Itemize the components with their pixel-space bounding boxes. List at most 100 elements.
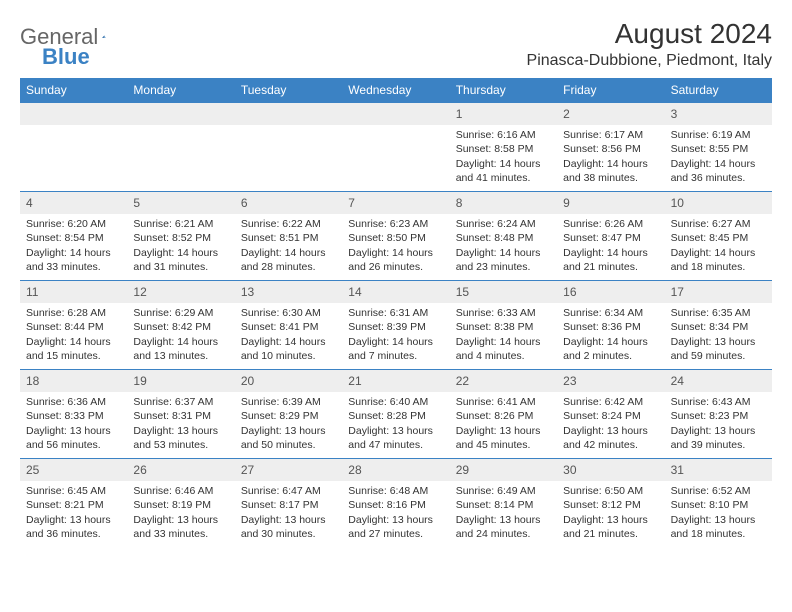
brand-part2: Blue	[42, 44, 90, 70]
day-number: 14	[342, 281, 449, 303]
day-cell: 10 Sunrise: 6:27 AMSunset: 8:45 PMDayligh…	[665, 192, 772, 280]
day-number: 11	[20, 281, 127, 303]
day-body: Sunrise: 6:47 AMSunset: 8:17 PMDaylight:…	[235, 481, 342, 545]
sunrise-text: Sunrise: 6:43 AM	[671, 395, 766, 409]
sunrise-text: Sunrise: 6:41 AM	[456, 395, 551, 409]
day-cell	[127, 103, 234, 191]
day-number: 8	[450, 192, 557, 214]
day-cell: 25Sunrise: 6:45 AMSunset: 8:21 PMDayligh…	[20, 459, 127, 547]
sunrise-text: Sunrise: 6:29 AM	[133, 306, 228, 320]
day-cell: 1Sunrise: 6:16 AMSunset: 8:58 PMDaylight…	[450, 103, 557, 191]
sunrise-text: Sunrise: 6:42 AM	[563, 395, 658, 409]
sunrise-text: Sunrise: 6:31 AM	[348, 306, 443, 320]
week-row: 11Sunrise: 6:28 AMSunset: 8:44 PMDayligh…	[20, 280, 772, 369]
day-number: 12	[127, 281, 234, 303]
daylight-text: Daylight: 14 hours and 41 minutes.	[456, 157, 551, 185]
sunrise-text: Sunrise: 6:23 AM	[348, 217, 443, 231]
empty-day-bar	[235, 103, 342, 125]
day-number: 6	[235, 192, 342, 214]
daylight-text: Daylight: 13 hours and 45 minutes.	[456, 424, 551, 452]
day-cell: 28Sunrise: 6:48 AMSunset: 8:16 PMDayligh…	[342, 459, 449, 547]
daylight-text: Daylight: 14 hours and 33 minutes.	[26, 246, 121, 274]
daylight-text: Daylight: 14 hours and 26 minutes.	[348, 246, 443, 274]
day-body: Sunrise: 6:34 AMSunset: 8:36 PMDaylight:…	[557, 303, 664, 367]
sunrise-text: Sunrise: 6:33 AM	[456, 306, 551, 320]
weekday-header: Monday	[127, 78, 234, 102]
day-cell	[235, 103, 342, 191]
sunset-text: Sunset: 8:47 PM	[563, 231, 658, 245]
sunrise-text: Sunrise: 6:46 AM	[133, 484, 228, 498]
daylight-text: Daylight: 14 hours and 4 minutes.	[456, 335, 551, 363]
sunset-text: Sunset: 8:12 PM	[563, 498, 658, 512]
week-row: 4Sunrise: 6:20 AMSunset: 8:54 PMDaylight…	[20, 191, 772, 280]
sunset-text: Sunset: 8:17 PM	[241, 498, 336, 512]
sail-icon	[102, 28, 106, 46]
day-number: 10	[665, 192, 772, 214]
day-number: 28	[342, 459, 449, 481]
sunset-text: Sunset: 8:45 PM	[671, 231, 766, 245]
day-body: Sunrise: 6:39 AMSunset: 8:29 PMDaylight:…	[235, 392, 342, 456]
day-cell	[342, 103, 449, 191]
sunrise-text: Sunrise: 6:35 AM	[671, 306, 766, 320]
day-number: 22	[450, 370, 557, 392]
day-cell: 3Sunrise: 6:19 AMSunset: 8:55 PMDaylight…	[665, 103, 772, 191]
day-body: Sunrise: 6:16 AMSunset: 8:58 PMDaylight:…	[450, 125, 557, 189]
sunrise-text: Sunrise: 6:47 AM	[241, 484, 336, 498]
day-cell: 6 Sunrise: 6:22 AMSunset: 8:51 PMDaylight…	[235, 192, 342, 280]
calendar: Sunday Monday Tuesday Wednesday Thursday…	[20, 78, 772, 547]
day-cell: 7Sunrise: 6:23 AMSunset: 8:50 PMDaylight…	[342, 192, 449, 280]
sunrise-text: Sunrise: 6:52 AM	[671, 484, 766, 498]
daylight-text: Daylight: 13 hours and 56 minutes.	[26, 424, 121, 452]
daylight-text: Daylight: 13 hours and 27 minutes.	[348, 513, 443, 541]
day-number: 18	[20, 370, 127, 392]
sunrise-text: Sunrise: 6:39 AM	[241, 395, 336, 409]
week-row: 1Sunrise: 6:16 AMSunset: 8:58 PMDaylight…	[20, 102, 772, 191]
day-cell: 27Sunrise: 6:47 AMSunset: 8:17 PMDayligh…	[235, 459, 342, 547]
sunrise-text: Sunrise: 6:50 AM	[563, 484, 658, 498]
daylight-text: Daylight: 14 hours and 23 minutes.	[456, 246, 551, 274]
daylight-text: Daylight: 14 hours and 28 minutes.	[241, 246, 336, 274]
sunset-text: Sunset: 8:39 PM	[348, 320, 443, 334]
sunrise-text: Sunrise: 6:19 AM	[671, 128, 766, 142]
day-body: Sunrise: 6:31 AMSunset: 8:39 PMDaylight:…	[342, 303, 449, 367]
day-cell: 26Sunrise: 6:46 AMSunset: 8:19 PMDayligh…	[127, 459, 234, 547]
day-number: 27	[235, 459, 342, 481]
day-number: 17	[665, 281, 772, 303]
day-cell: 9Sunrise: 6:26 AMSunset: 8:47 PMDaylight…	[557, 192, 664, 280]
daylight-text: Daylight: 14 hours and 31 minutes.	[133, 246, 228, 274]
day-body: Sunrise: 6:23 AMSunset: 8:50 PMDaylight:…	[342, 214, 449, 278]
day-body: Sunrise: 6:52 AMSunset: 8:10 PMDaylight:…	[665, 481, 772, 545]
daylight-text: Daylight: 13 hours and 33 minutes.	[133, 513, 228, 541]
day-cell: 22Sunrise: 6:41 AMSunset: 8:26 PMDayligh…	[450, 370, 557, 458]
day-body: Sunrise: 6:48 AMSunset: 8:16 PMDaylight:…	[342, 481, 449, 545]
sunset-text: Sunset: 8:14 PM	[456, 498, 551, 512]
sunrise-text: Sunrise: 6:49 AM	[456, 484, 551, 498]
daylight-text: Daylight: 13 hours and 59 minutes.	[671, 335, 766, 363]
sunset-text: Sunset: 8:51 PM	[241, 231, 336, 245]
sunset-text: Sunset: 8:44 PM	[26, 320, 121, 334]
day-body: Sunrise: 6:26 AMSunset: 8:47 PMDaylight:…	[557, 214, 664, 278]
sunrise-text: Sunrise: 6:37 AM	[133, 395, 228, 409]
sunrise-text: Sunrise: 6:34 AM	[563, 306, 658, 320]
sunset-text: Sunset: 8:10 PM	[671, 498, 766, 512]
sunrise-text: Sunrise: 6:22 AM	[241, 217, 336, 231]
day-body: Sunrise: 6:46 AMSunset: 8:19 PMDaylight:…	[127, 481, 234, 545]
sunset-text: Sunset: 8:52 PM	[133, 231, 228, 245]
sunrise-text: Sunrise: 6:27 AM	[671, 217, 766, 231]
day-number: 9	[557, 192, 664, 214]
sunset-text: Sunset: 8:31 PM	[133, 409, 228, 423]
daylight-text: Daylight: 14 hours and 13 minutes.	[133, 335, 228, 363]
daylight-text: Daylight: 14 hours and 18 minutes.	[671, 246, 766, 274]
empty-day-bar	[20, 103, 127, 125]
title-block: August 2024 Pinasca-Dubbione, Piedmont, …	[527, 18, 772, 70]
sunrise-text: Sunrise: 6:17 AM	[563, 128, 658, 142]
day-body: Sunrise: 6:42 AMSunset: 8:24 PMDaylight:…	[557, 392, 664, 456]
daylight-text: Daylight: 14 hours and 21 minutes.	[563, 246, 658, 274]
sunset-text: Sunset: 8:29 PM	[241, 409, 336, 423]
day-cell: 24Sunrise: 6:43 AMSunset: 8:23 PMDayligh…	[665, 370, 772, 458]
day-number: 30	[557, 459, 664, 481]
day-number: 26	[127, 459, 234, 481]
location-label: Pinasca-Dubbione, Piedmont, Italy	[527, 52, 772, 70]
day-cell: 17Sunrise: 6:35 AMSunset: 8:34 PMDayligh…	[665, 281, 772, 369]
day-body: Sunrise: 6:40 AMSunset: 8:28 PMDaylight:…	[342, 392, 449, 456]
